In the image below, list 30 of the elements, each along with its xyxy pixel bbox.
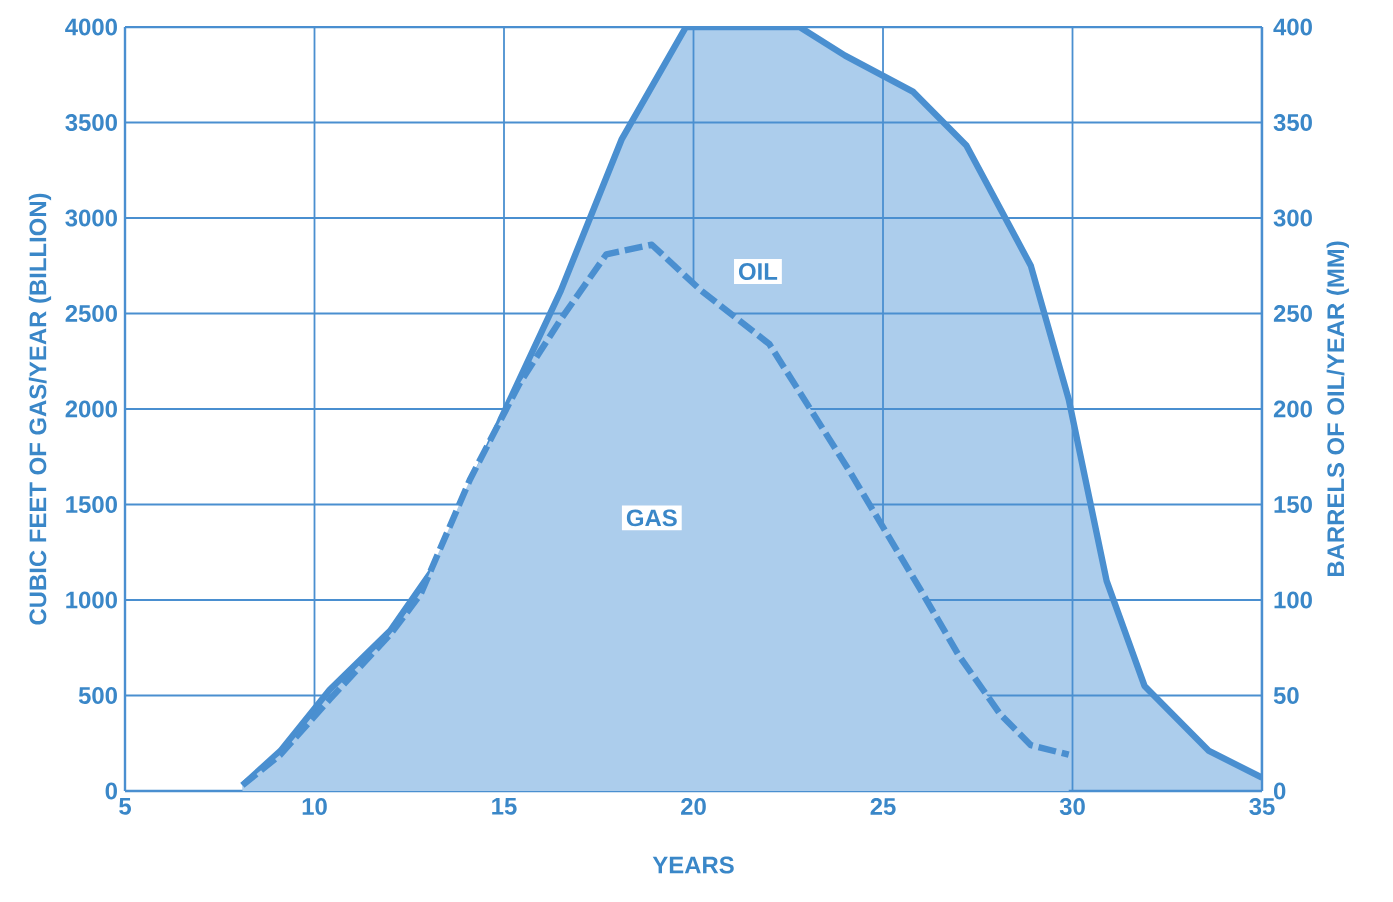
- y-tick-label: 500: [78, 687, 117, 704]
- y-tick-label: 1000: [66, 591, 117, 609]
- y-tick-label: 2000: [65, 400, 117, 418]
- y2-tick-label: 150: [1274, 496, 1312, 513]
- y-axis-title: CUBIC FEET OF GAS/YEAR (BILLION): [28, 193, 52, 625]
- y2-tick-label: 300: [1273, 209, 1312, 227]
- x-tick-label: 25: [870, 798, 896, 815]
- y-tick-label: 4000: [65, 18, 117, 36]
- y2-tick-label: 0: [1273, 782, 1286, 800]
- y2-tick-label: 200: [1273, 400, 1312, 418]
- x-tick-label: 35: [1249, 798, 1275, 816]
- x-tick-label: 5: [119, 798, 131, 815]
- y-tick-label: 0: [105, 782, 117, 800]
- y2-tick-label: 100: [1274, 591, 1312, 609]
- y-tick-label: 3500: [65, 114, 117, 131]
- y2-axis-title: BARRELS OF OIL/YEAR (MM): [1326, 241, 1349, 577]
- y2-tick-label: 250: [1273, 305, 1312, 322]
- series-label: GAS: [626, 509, 677, 527]
- x-tick-label: 15: [492, 798, 517, 815]
- series-label: OIL: [738, 263, 778, 280]
- x-tick-label: 30: [1059, 798, 1085, 816]
- y-tick-label: 3000: [65, 209, 117, 227]
- y2-tick-label: 350: [1273, 114, 1312, 131]
- y-tick-label: 1500: [66, 496, 117, 513]
- x-tick-label: 20: [681, 798, 706, 815]
- x-axis-title: YEARS: [652, 856, 734, 874]
- y-tick-label: 2500: [65, 305, 117, 322]
- y2-tick-label: 50: [1273, 687, 1299, 704]
- y2-tick-label: 400: [1273, 18, 1312, 36]
- x-tick-label: 10: [302, 798, 327, 815]
